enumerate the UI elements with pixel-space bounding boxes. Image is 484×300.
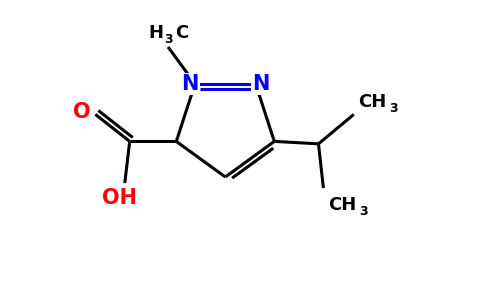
Text: N: N bbox=[252, 74, 269, 94]
Text: H: H bbox=[148, 24, 163, 42]
Text: CH: CH bbox=[328, 196, 356, 214]
Text: 3: 3 bbox=[164, 33, 173, 46]
Text: 3: 3 bbox=[389, 102, 398, 115]
Text: OH: OH bbox=[103, 188, 137, 208]
Text: O: O bbox=[73, 102, 91, 122]
Text: 3: 3 bbox=[359, 205, 367, 218]
Text: C: C bbox=[175, 24, 189, 42]
Text: N: N bbox=[182, 74, 199, 94]
Text: CH: CH bbox=[358, 93, 387, 111]
